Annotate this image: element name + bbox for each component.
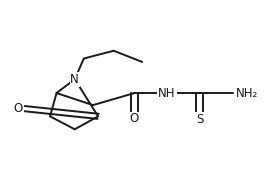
Text: NH₂: NH₂ <box>236 86 258 100</box>
Text: O: O <box>14 102 23 115</box>
Text: NH: NH <box>158 86 176 100</box>
Text: N: N <box>70 73 79 86</box>
Text: S: S <box>196 113 203 126</box>
Text: O: O <box>130 112 139 125</box>
